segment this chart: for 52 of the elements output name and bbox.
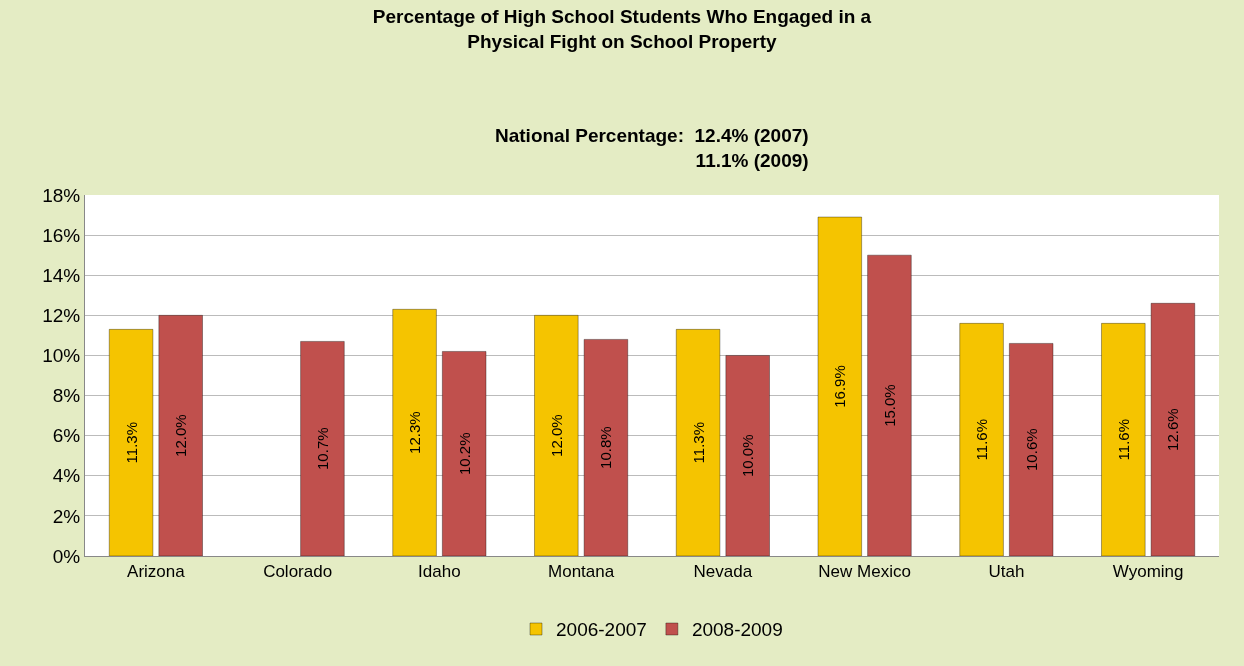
data-label: 12.0% <box>172 414 190 457</box>
x-tick-label: Nevada <box>693 562 753 582</box>
y-tick-label: 14% <box>42 264 81 286</box>
chart-title: Percentage of High School Students Who Engaged in a Physical Fight on School Property <box>372 6 872 53</box>
bar <box>441 350 487 556</box>
data-label: 11.6% <box>1114 418 1132 461</box>
y-tick-label: 0% <box>52 545 81 567</box>
data-label: 10.8% <box>597 426 615 469</box>
bar <box>1008 342 1054 556</box>
x-tick-label: Utah <box>988 562 1025 582</box>
data-label: 12.0% <box>547 414 565 457</box>
y-tick-label: 10% <box>42 345 81 367</box>
y-tick-label: 16% <box>42 224 81 246</box>
y-tick-label: 18% <box>42 184 81 206</box>
legend-label: 2006-2007 <box>556 619 647 641</box>
data-label: 11.3% <box>689 421 707 464</box>
bar <box>583 338 629 556</box>
bar <box>1150 302 1196 556</box>
data-label: 10.2% <box>455 432 473 475</box>
legend-label: 2008-2009 <box>691 619 783 641</box>
data-label: 11.6% <box>973 418 991 461</box>
bar <box>675 328 721 556</box>
y-tick-label: 8% <box>52 385 81 407</box>
bar <box>1100 322 1146 556</box>
chart-subtitle: National Percentage: 12.4% (2007) 11.1% (2009) <box>495 125 809 171</box>
x-tick-label: Wyoming <box>1112 562 1184 582</box>
x-tick-label: Idaho <box>418 562 461 582</box>
x-tick-label: Montana <box>548 562 615 582</box>
y-tick-label: 6% <box>52 425 81 447</box>
bar <box>867 254 912 556</box>
data-label: 12.3% <box>406 411 424 454</box>
data-label: 16.9% <box>831 365 849 408</box>
x-tick-label: New Mexico <box>818 562 911 582</box>
bar <box>817 216 863 556</box>
data-label: 15.0% <box>880 384 898 427</box>
y-tick-label: 12% <box>42 304 81 326</box>
x-tick-label: Arizona <box>127 562 186 582</box>
bar <box>392 308 437 556</box>
y-tick-label: 2% <box>52 505 81 527</box>
data-label: 10.7% <box>313 427 331 470</box>
bar <box>959 322 1004 556</box>
data-label: 12.6% <box>1164 408 1182 451</box>
bar <box>725 354 771 556</box>
bar <box>300 340 345 556</box>
data-label: 11.3% <box>122 421 140 464</box>
bar <box>533 314 579 556</box>
x-tick-label: Colorado <box>263 562 333 582</box>
bar <box>158 314 204 556</box>
data-label: 10.6% <box>1022 428 1040 471</box>
bar <box>108 328 154 556</box>
y-tick-label: 4% <box>52 465 81 487</box>
data-label: 10.0% <box>739 434 757 477</box>
